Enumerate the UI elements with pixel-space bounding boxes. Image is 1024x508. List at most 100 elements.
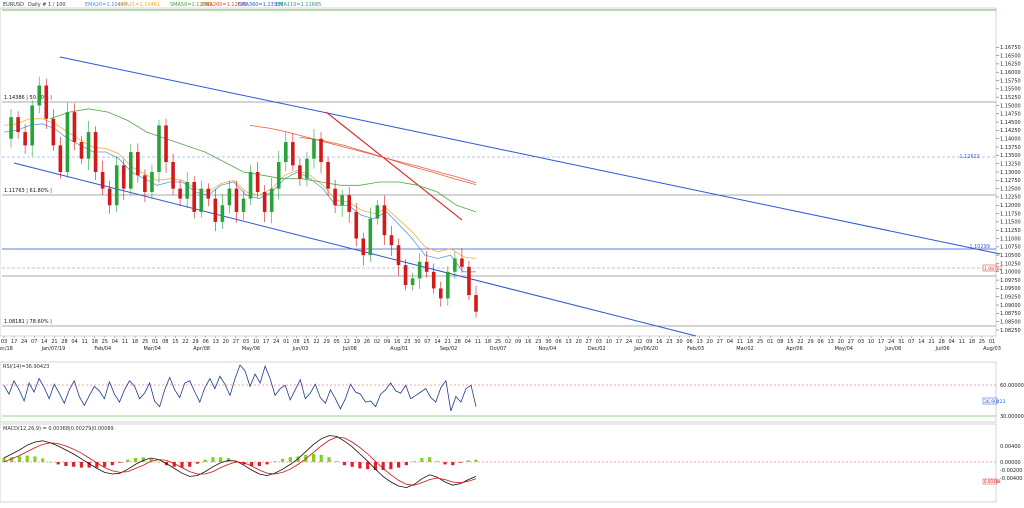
macd-histogram-bar <box>366 462 370 470</box>
macd-pane-border <box>0 423 997 503</box>
candle-body <box>136 152 140 176</box>
day-label: 16 <box>525 339 531 345</box>
macd-histogram-bar <box>443 462 447 465</box>
macd-current-box <box>982 478 998 485</box>
day-label: 10 <box>606 339 612 345</box>
candle-body <box>474 295 478 312</box>
day-label: 05 <box>334 339 340 345</box>
ema200-label: EMA200=1.12621 <box>202 2 247 8</box>
candle-body <box>65 112 70 172</box>
price-tick-label: 1.10000 <box>1000 270 1021 276</box>
chart-header: EURUSD Daily # 1 / 100 EMA20=1.10446 EMA… <box>3 2 321 8</box>
day-label: 02 <box>505 339 511 345</box>
candle-body <box>178 188 182 199</box>
candle-body <box>431 271 436 289</box>
macd-histogram-bar <box>41 458 45 462</box>
rsi-current-label: 36.90423 <box>984 399 1006 405</box>
day-label: 31 <box>898 339 904 345</box>
candle-body <box>192 181 197 212</box>
day-label: 08 <box>162 339 168 345</box>
price-tick-label: 1.11000 <box>1000 236 1021 242</box>
signal-line <box>3 436 477 486</box>
price-tick-label: 1.15500 <box>1000 87 1021 93</box>
rsi-tick-label: 30.00000 <box>1000 414 1024 420</box>
resistance-trendline[interactable] <box>325 111 463 221</box>
macd-histogram-bar <box>280 458 285 462</box>
day-label: 04 <box>948 339 954 345</box>
macd-histogram-bar <box>203 459 207 462</box>
day-label: 15 <box>172 339 178 345</box>
day-label: 20 <box>838 339 844 345</box>
day-label: 08 <box>777 339 783 345</box>
candle-body <box>255 172 260 192</box>
macd-histogram-bar <box>397 462 401 468</box>
month-label: Feb/03 <box>687 346 704 352</box>
macd-line <box>3 435 477 489</box>
price-tick-label: 1.08750 <box>1000 311 1021 317</box>
month-label: Aug/01 <box>390 346 408 352</box>
macd-histogram-bar <box>435 461 439 462</box>
candle-body <box>129 152 133 189</box>
candle-body <box>262 191 267 212</box>
day-label: 18 <box>92 339 98 345</box>
candle-body <box>248 172 253 199</box>
day-label: 03 <box>596 339 602 345</box>
candle-body <box>424 261 429 272</box>
candle-body <box>361 238 366 256</box>
month-label: Apr/06 <box>786 346 803 352</box>
macd-histogram-bar <box>358 462 362 469</box>
channel-upper-line[interactable] <box>59 56 1001 255</box>
macd-histogram-bar <box>172 462 176 467</box>
price-tick-label: 1.12250 <box>1000 195 1021 201</box>
rsi-title: RSI(14)=36.90423 <box>3 364 49 370</box>
day-label: 27 <box>586 339 592 345</box>
candle-body <box>199 188 204 212</box>
day-label: 07 <box>31 339 37 345</box>
price-tick-label: 1.13500 <box>1000 153 1021 159</box>
fib-786-label: 1.08181 | 78.60% | <box>4 319 52 325</box>
candle-body <box>58 145 63 172</box>
candle-body <box>382 205 387 236</box>
day-label: 25 <box>495 339 501 345</box>
macd-histogram-bar <box>211 457 215 462</box>
price-tick-label: 1.15250 <box>1000 95 1021 101</box>
day-label: 17 <box>263 339 269 345</box>
channel-lower-line[interactable] <box>13 162 697 337</box>
macd-histogram-bar <box>110 462 114 466</box>
day-label: 25 <box>757 339 763 345</box>
candle-body <box>389 235 394 246</box>
day-label: 22 <box>797 339 803 345</box>
day-label: 14 <box>434 339 440 345</box>
macd-tick-label: -0.00200 <box>1000 468 1022 474</box>
day-label: 10 <box>868 339 874 345</box>
macd-histogram-bar <box>10 457 14 462</box>
day-label: 10 <box>253 339 259 345</box>
day-label: 13 <box>696 339 702 345</box>
day-label: 22 <box>313 339 319 345</box>
month-label: Sep/02 <box>440 346 457 352</box>
month-label: Jun/03 <box>291 346 308 352</box>
day-label: 18 <box>132 339 138 345</box>
candle-body <box>220 205 225 222</box>
macd-histogram-bar <box>288 457 292 462</box>
day-label: 27 <box>848 339 854 345</box>
month-label: Feb/04 <box>94 346 111 352</box>
day-label: 06 <box>686 339 692 345</box>
day-label: 20 <box>223 339 229 345</box>
candle-body <box>227 188 232 206</box>
candle-body <box>396 245 401 266</box>
price-axis: 1.16750 1.16500 1.16250 1.16000 1.15750 1.155… <box>996 45 1021 334</box>
day-label: 11 <box>81 339 87 345</box>
macd-histogram-bar <box>141 457 145 462</box>
current-price-box <box>982 264 998 272</box>
candle-body <box>375 205 380 219</box>
day-label: 29 <box>192 339 198 345</box>
candle-body <box>150 172 154 192</box>
day-label: 24 <box>626 339 632 345</box>
day-label: 04 <box>465 339 471 345</box>
price-tick-label: 1.15750 <box>1000 78 1021 84</box>
day-label: 21 <box>928 339 934 345</box>
time-axis: 03 17 24 07 14 21 28 04 11 18 25 04 11 18 25 01 08 15 22 29… <box>0 336 1001 352</box>
candle-body <box>241 198 246 212</box>
